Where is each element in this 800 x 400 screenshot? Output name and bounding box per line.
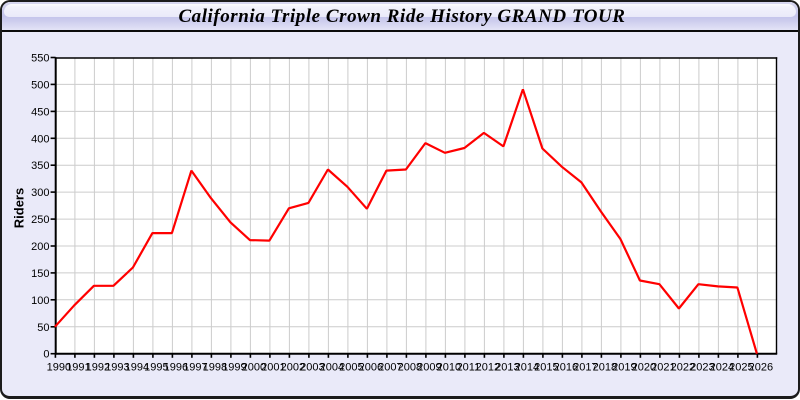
- svg-text:0: 0: [43, 349, 49, 361]
- svg-text:2011: 2011: [457, 362, 481, 374]
- svg-text:450: 450: [31, 106, 49, 118]
- svg-text:1995: 1995: [144, 362, 168, 374]
- svg-text:1998: 1998: [203, 362, 227, 374]
- svg-text:2012: 2012: [476, 362, 500, 374]
- svg-text:2004: 2004: [320, 362, 344, 374]
- svg-text:1992: 1992: [86, 362, 110, 374]
- svg-text:2014: 2014: [515, 362, 539, 374]
- svg-text:1994: 1994: [125, 362, 149, 374]
- svg-text:2015: 2015: [534, 362, 558, 374]
- svg-text:2026: 2026: [749, 362, 773, 374]
- svg-text:2002: 2002: [281, 362, 305, 374]
- svg-text:2024: 2024: [710, 362, 734, 374]
- svg-text:2000: 2000: [242, 362, 266, 374]
- svg-text:2020: 2020: [632, 362, 656, 374]
- svg-text:2001: 2001: [261, 362, 285, 374]
- svg-text:400: 400: [31, 133, 49, 145]
- svg-text:Riders: Riders: [12, 188, 27, 228]
- svg-text:2021: 2021: [651, 362, 675, 374]
- svg-text:1991: 1991: [66, 362, 90, 374]
- svg-text:2025: 2025: [729, 362, 753, 374]
- svg-text:1996: 1996: [164, 362, 188, 374]
- svg-text:2009: 2009: [417, 362, 441, 374]
- svg-text:2022: 2022: [671, 362, 695, 374]
- svg-text:1990: 1990: [47, 362, 71, 374]
- svg-text:2019: 2019: [612, 362, 636, 374]
- svg-text:2008: 2008: [398, 362, 422, 374]
- svg-text:2006: 2006: [359, 362, 383, 374]
- svg-text:2013: 2013: [495, 362, 519, 374]
- svg-text:2003: 2003: [300, 362, 324, 374]
- svg-text:2023: 2023: [690, 362, 714, 374]
- svg-text:2010: 2010: [437, 362, 461, 374]
- svg-text:1997: 1997: [183, 362, 207, 374]
- svg-text:2018: 2018: [593, 362, 617, 374]
- svg-text:2016: 2016: [554, 362, 578, 374]
- svg-text:200: 200: [31, 241, 49, 253]
- svg-text:2005: 2005: [339, 362, 363, 374]
- svg-text:1993: 1993: [105, 362, 129, 374]
- svg-text:550: 550: [31, 53, 49, 65]
- svg-text:2017: 2017: [573, 362, 597, 374]
- svg-text:300: 300: [31, 187, 49, 199]
- svg-text:100: 100: [31, 295, 49, 307]
- svg-text:50: 50: [37, 322, 49, 334]
- svg-text:250: 250: [31, 214, 49, 226]
- svg-text:2007: 2007: [378, 362, 402, 374]
- svg-text:1999: 1999: [222, 362, 246, 374]
- svg-text:150: 150: [31, 268, 49, 280]
- svg-text:500: 500: [31, 79, 49, 91]
- svg-text:350: 350: [31, 160, 49, 172]
